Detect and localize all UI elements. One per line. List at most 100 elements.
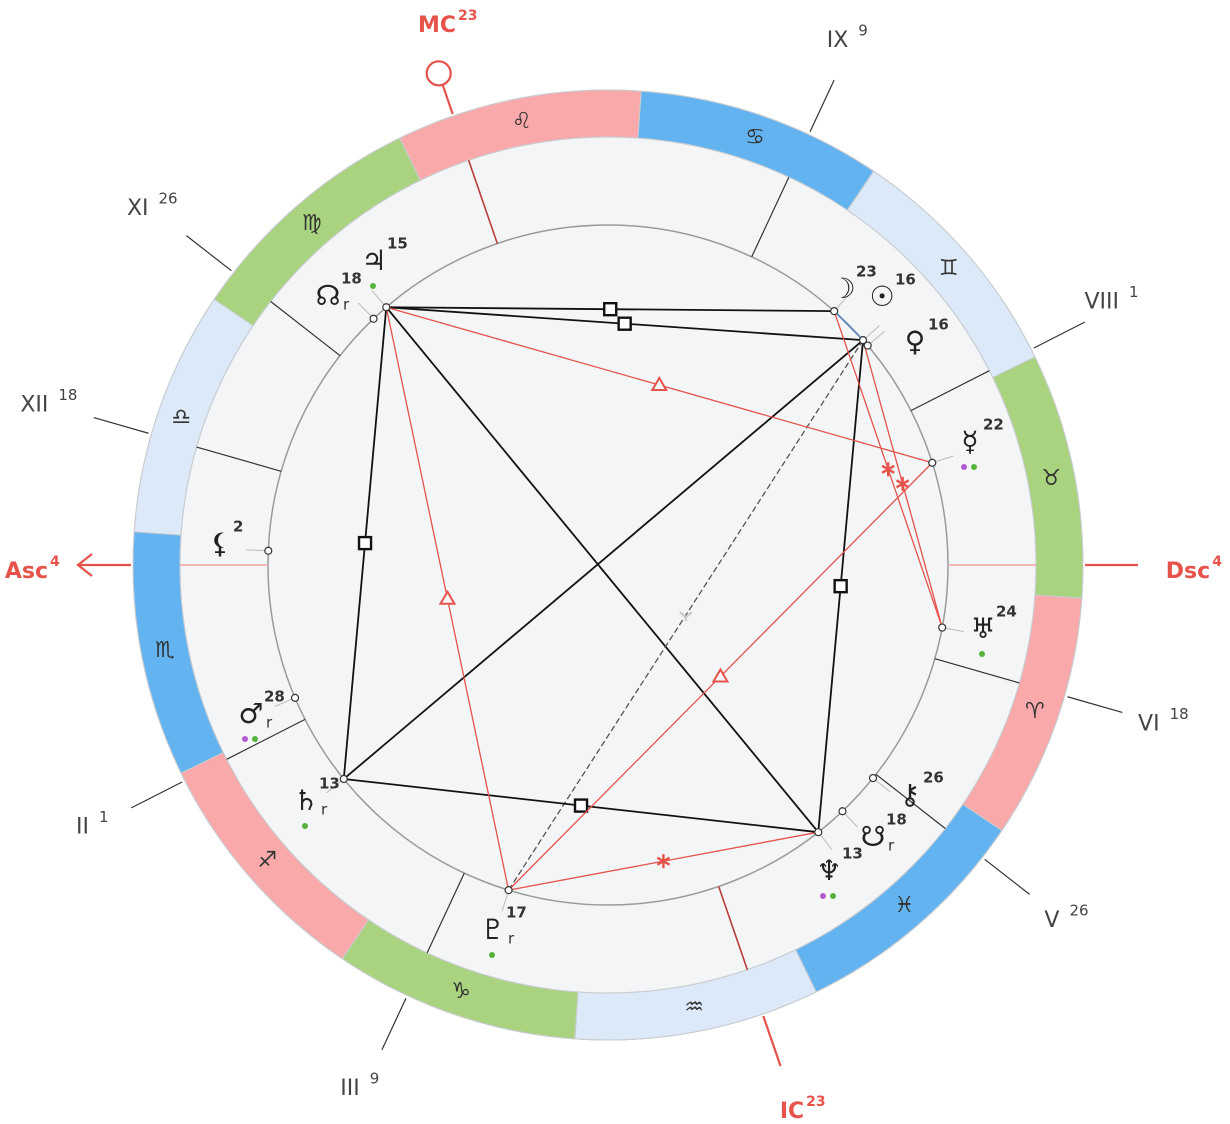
planet-status-dot (370, 283, 376, 289)
planet-glyph: ♀ (905, 325, 926, 358)
house-degree: 18 (58, 386, 77, 404)
planet-glyph: ☋ (861, 820, 886, 853)
planet-degree: 22 (983, 416, 1004, 434)
retrograde-mark: r (888, 837, 895, 855)
house-cusp-outer-line (93, 416, 149, 434)
retrograde-mark: r (343, 296, 350, 314)
trine-symbol (438, 589, 457, 605)
planet-glyph: ♂ (238, 697, 263, 730)
ring-outer-edge (132, 89, 1084, 1041)
house-numeral: VIII (1084, 290, 1119, 315)
sextile-symbol (656, 856, 671, 866)
planet-point (369, 314, 378, 323)
angle-label: IC (780, 1099, 804, 1124)
angle-degree: 23 (458, 8, 477, 24)
house-numeral: XI (127, 196, 149, 221)
retrograde-mark: r (266, 714, 273, 732)
planet-degree: 26 (923, 769, 944, 787)
house-cusp-outer-line (131, 781, 183, 809)
house-numeral: V (1044, 908, 1059, 933)
angle-label: Asc (5, 559, 48, 584)
planet-point (264, 546, 273, 555)
zodiac-glyph: ♑︎ (451, 979, 471, 1004)
planet-degree: 18 (341, 270, 362, 288)
planet-degree: 18 (886, 811, 907, 829)
house-cusp-line (934, 658, 1020, 684)
trine-symbol (711, 667, 730, 683)
aspect-circle (267, 224, 949, 906)
zodiac-glyph: ♍︎ (302, 211, 322, 236)
house-numeral: IX (827, 28, 849, 53)
house-cusp-line (910, 370, 990, 412)
angle-line (762, 1015, 782, 1067)
trine-symbol (650, 376, 669, 391)
square-symbol (357, 535, 373, 551)
planet-glyph: ⚷ (900, 778, 921, 811)
planet-status-dot (971, 464, 977, 470)
zodiac-glyph: ♋︎ (745, 125, 765, 150)
planet-degree: 24 (996, 603, 1017, 621)
planet-point (504, 886, 513, 895)
planet-point (814, 828, 823, 837)
square-symbol (617, 316, 632, 331)
planet-status-dot (302, 823, 308, 829)
planet-status-dot (820, 893, 826, 899)
asc-arrow (76, 553, 93, 577)
planet-glyph: ♄ (293, 784, 318, 817)
zodiac-glyph: ♈︎ (1025, 699, 1045, 724)
planet-degree: 28 (264, 688, 285, 706)
angle-line (441, 84, 454, 115)
planet-status-dot (961, 464, 967, 470)
planet-point (838, 807, 847, 816)
planet-point (339, 774, 348, 784)
square-symbol (573, 798, 589, 813)
house-cusp-outer-line (1033, 321, 1085, 349)
planet-glyph: ☉ (869, 280, 894, 313)
planet-degree: 2 (233, 518, 243, 536)
zodiac-glyph: ♊︎ (939, 256, 959, 281)
retrograde-mark: r (508, 930, 515, 948)
aspect-line (343, 339, 864, 780)
planet-glyph: ☊ (316, 279, 341, 312)
house-degree: 9 (370, 1069, 380, 1087)
square-symbol (833, 578, 848, 594)
planet-glyph: ♃ (361, 244, 386, 277)
aspect-line (833, 310, 864, 341)
house-cusp-line (270, 301, 341, 357)
house-cusp-line (751, 176, 790, 258)
planet-point (858, 336, 868, 345)
house-degree: 9 (858, 22, 868, 40)
angle-degree: 4 (50, 554, 60, 570)
house-cusp-line (226, 718, 306, 760)
planet-glyph: ☿ (961, 425, 978, 458)
planet-degree: 15 (387, 235, 408, 253)
aspect-line (385, 306, 819, 833)
zodiac-glyph: ♒︎ (684, 995, 704, 1020)
house-degree: 1 (99, 808, 109, 826)
aspect-line (508, 339, 864, 891)
planet-point (382, 303, 391, 312)
planet-status-dot (252, 736, 258, 742)
house-cusp-outer-line (1067, 696, 1123, 714)
angle-label: Dsc (1166, 559, 1210, 584)
square-symbol (603, 301, 618, 317)
planet-degree: 13 (319, 775, 340, 793)
mc-marker (425, 60, 452, 87)
planet-status-dot (242, 736, 248, 742)
house-numeral: III (340, 1076, 359, 1101)
planet-degree: 16 (895, 271, 916, 289)
planet-degree: 13 (842, 845, 863, 863)
house-degree: 1 (1129, 283, 1139, 301)
house-numeral: VI (1138, 711, 1160, 736)
zodiac-glyph: ♉︎ (1041, 466, 1061, 491)
house-cusp-line (875, 773, 946, 829)
planet-status-dot (830, 893, 836, 899)
house-cusp-outer-line (381, 997, 407, 1051)
house-cusp-line (196, 446, 282, 472)
planet-degree: 16 (928, 316, 949, 334)
house-cusp-line (717, 886, 749, 970)
zodiac-glyph: ♐︎ (257, 848, 277, 873)
planet-degree: 23 (856, 263, 877, 281)
retrograde-mark: r (321, 801, 328, 819)
